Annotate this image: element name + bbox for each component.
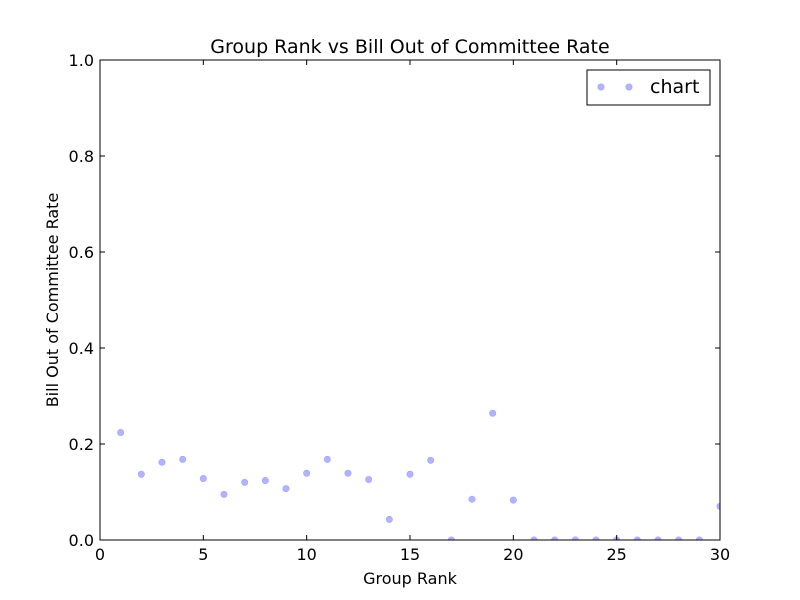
data-point bbox=[199, 475, 207, 483]
x-tick-label: 15 bbox=[400, 545, 420, 564]
data-point bbox=[179, 455, 187, 463]
data-point bbox=[406, 470, 414, 478]
x-tick-label: 5 bbox=[198, 545, 208, 564]
y-tick-label: 0.2 bbox=[69, 435, 94, 454]
data-point bbox=[117, 428, 125, 436]
data-point bbox=[158, 458, 166, 466]
legend-marker-left bbox=[597, 83, 605, 91]
data-point bbox=[489, 409, 497, 417]
data-point bbox=[282, 485, 290, 493]
data-point bbox=[365, 476, 373, 484]
y-tick-label: 0.6 bbox=[69, 243, 94, 262]
data-point bbox=[344, 469, 352, 477]
data-point bbox=[427, 456, 435, 464]
x-tick-label: 20 bbox=[503, 545, 523, 564]
y-axis-label: Bill Out of Committee Rate bbox=[43, 193, 62, 408]
data-point bbox=[468, 495, 476, 503]
y-tick-label: 1.0 bbox=[69, 51, 94, 70]
legend-marker-right bbox=[625, 83, 633, 91]
legend: chart bbox=[586, 69, 711, 106]
data-point bbox=[385, 515, 393, 523]
x-tick-label: 30 bbox=[710, 545, 730, 564]
x-tick-labels: 0 5 10 15 20 25 30 bbox=[95, 545, 730, 564]
x-tick-label: 25 bbox=[606, 545, 626, 564]
data-point bbox=[241, 478, 249, 486]
y-tick-label: 0.0 bbox=[69, 531, 94, 550]
legend-box bbox=[586, 69, 711, 106]
x-tick-label: 10 bbox=[296, 545, 316, 564]
data-point bbox=[323, 455, 331, 463]
legend-label: chart bbox=[650, 76, 699, 98]
plot-frame bbox=[99, 59, 721, 541]
y-tick-labels: 0.0 0.2 0.4 0.6 0.8 1.0 bbox=[69, 51, 94, 550]
y-tick-label: 0.4 bbox=[69, 339, 94, 358]
data-point bbox=[509, 496, 517, 504]
axis-ticks bbox=[99, 59, 721, 541]
x-tick-label: 0 bbox=[95, 545, 105, 564]
data-point bbox=[261, 476, 269, 484]
chart-title: Group Rank vs Bill Out of Committee Rate bbox=[210, 36, 609, 58]
y-tick-label: 0.8 bbox=[69, 147, 94, 166]
data-point bbox=[220, 490, 228, 498]
data-point bbox=[303, 469, 311, 477]
data-points bbox=[117, 409, 720, 540]
data-point bbox=[137, 470, 145, 478]
x-axis-label: Group Rank bbox=[363, 569, 458, 588]
